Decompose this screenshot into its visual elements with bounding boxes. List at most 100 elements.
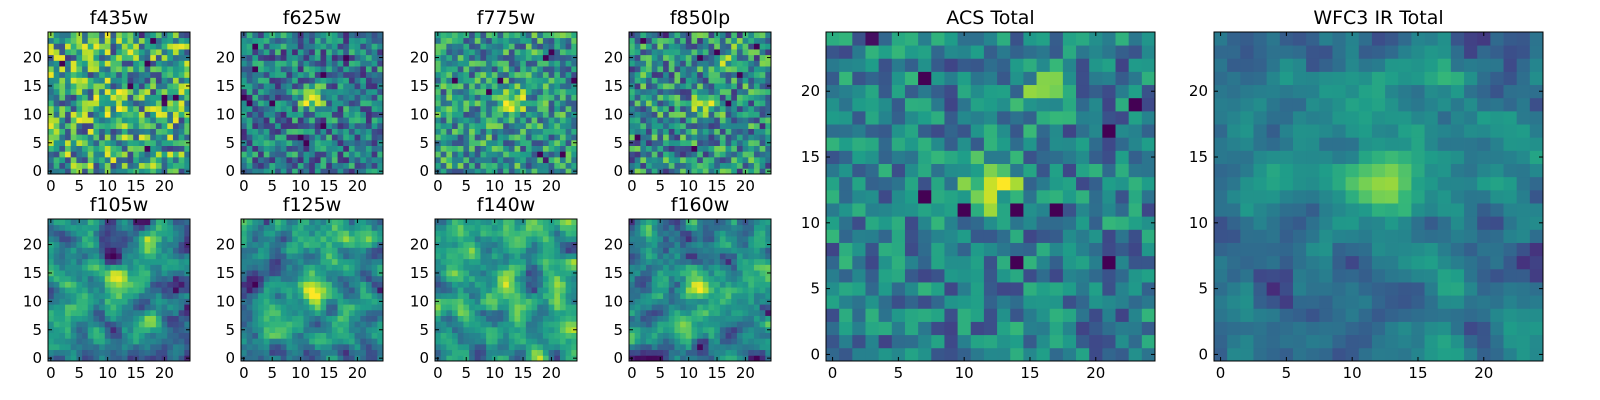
heatmap-cell	[685, 43, 692, 50]
heatmap-cell	[87, 37, 94, 44]
heatmap-cell	[742, 43, 749, 50]
heatmap-cell	[280, 162, 287, 169]
heatmap-cell	[280, 94, 287, 101]
heatmap-cell	[446, 111, 453, 118]
heatmap-cell	[542, 253, 549, 260]
heatmap-cell	[292, 304, 299, 311]
heatmap-cell	[93, 168, 100, 175]
heatmap-cell	[82, 43, 89, 50]
heatmap-cell	[503, 287, 510, 294]
heatmap-cell	[731, 139, 738, 146]
heatmap-cell	[167, 315, 174, 322]
heatmap-cell	[514, 49, 521, 56]
heatmap-cell	[348, 292, 355, 299]
heatmap-cell	[559, 151, 567, 158]
heatmap-cell	[309, 326, 316, 333]
heatmap-cell	[138, 304, 145, 311]
heatmap-cell	[474, 88, 481, 95]
heatmap-cell	[258, 66, 265, 73]
heatmap-cell	[674, 151, 681, 158]
heatmap-cell	[127, 298, 134, 305]
heatmap-cell	[314, 315, 321, 322]
heatmap-cell	[629, 281, 636, 288]
heatmap-cell	[297, 49, 304, 56]
heatmap-cell	[144, 275, 151, 282]
heatmap-cell	[314, 145, 321, 152]
heatmap-cell	[365, 230, 373, 237]
heatmap-cell	[440, 264, 447, 271]
heatmap-cell	[640, 315, 647, 322]
heatmap-cell	[748, 60, 755, 67]
heatmap-cell	[269, 117, 276, 124]
heatmap-cell	[167, 275, 174, 282]
heatmap-cell	[446, 253, 453, 260]
heatmap-cell	[657, 298, 664, 305]
heatmap-cell	[491, 37, 498, 44]
heatmap-cell	[440, 37, 447, 44]
heatmap-cell	[446, 117, 453, 124]
heatmap-cell	[371, 49, 378, 56]
heatmap-cell	[554, 281, 561, 288]
heatmap-cell	[651, 275, 658, 282]
heatmap-cell	[138, 309, 145, 316]
heatmap-cell	[559, 83, 567, 90]
heatmap-cell	[457, 270, 464, 277]
heatmap-cell	[172, 349, 180, 356]
heatmap-cell	[70, 94, 77, 101]
heatmap-cell	[554, 304, 561, 311]
heatmap-cell	[548, 71, 555, 78]
heatmap-cell	[759, 338, 766, 345]
heatmap-cell	[759, 122, 766, 129]
heatmap-cell	[76, 281, 83, 288]
heatmap-cell	[258, 219, 265, 226]
heatmap-cell	[469, 349, 476, 356]
heatmap-cell	[167, 292, 174, 299]
axes-frame	[628, 31, 772, 175]
heatmap-cell	[537, 66, 544, 73]
heatmap-cell	[452, 224, 459, 231]
heatmap-cell	[155, 66, 162, 73]
heatmap-cell	[269, 162, 276, 169]
heatmap-cell	[82, 230, 89, 237]
heatmap-cell	[497, 270, 504, 277]
heatmap-cell	[565, 355, 572, 362]
heatmap-cell	[87, 332, 94, 339]
heatmap-cell	[167, 162, 174, 169]
heatmap-cell	[634, 145, 641, 152]
heatmap-cell	[691, 83, 698, 90]
heatmap-cell	[531, 37, 538, 44]
heatmap-cell	[497, 105, 504, 112]
heatmap-cell	[571, 219, 578, 226]
heatmap-cell	[354, 105, 361, 112]
heatmap-cell	[275, 49, 282, 56]
heatmap-cell	[571, 71, 578, 78]
heatmap-cell	[246, 253, 253, 260]
heatmap-cell	[65, 315, 72, 322]
heatmap-cell	[531, 139, 538, 146]
heatmap-cell	[452, 105, 459, 112]
heatmap-cell	[76, 83, 83, 90]
heatmap-cell	[116, 298, 123, 305]
heatmap-cell	[719, 338, 726, 345]
heatmap-cell	[691, 71, 698, 78]
heatmap-cell	[65, 355, 72, 362]
heatmap-cell	[446, 134, 453, 141]
heatmap-cell	[753, 66, 761, 73]
heatmap-cell	[59, 281, 66, 288]
heatmap-cell	[480, 168, 487, 175]
x-tick-label: 15	[513, 364, 532, 382]
heatmap-cell	[457, 71, 464, 78]
heatmap-cell	[292, 122, 299, 129]
heatmap-cell	[133, 60, 140, 67]
heatmap-cell	[753, 88, 761, 95]
heatmap-cell	[172, 338, 180, 345]
heatmap-cell	[629, 117, 636, 124]
heatmap-cell	[765, 292, 772, 299]
heatmap-cell	[360, 236, 367, 243]
heatmap-cell	[331, 111, 338, 118]
heatmap-cell	[457, 326, 464, 333]
heatmap-cell	[87, 315, 94, 322]
heatmap-cell	[104, 117, 111, 124]
heatmap-cell	[127, 88, 134, 95]
